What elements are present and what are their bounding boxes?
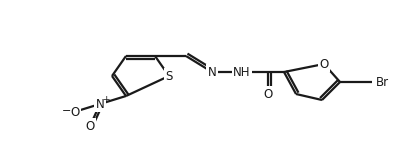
Text: +: +: [102, 95, 110, 103]
Text: NH: NH: [233, 66, 251, 78]
Text: O: O: [319, 58, 328, 70]
Text: Br: Br: [376, 75, 389, 89]
Text: −: −: [62, 106, 72, 116]
Text: O: O: [263, 87, 273, 100]
Text: N: N: [96, 98, 104, 111]
Text: O: O: [70, 106, 80, 119]
Text: S: S: [165, 70, 173, 82]
Text: N: N: [208, 66, 217, 78]
Text: O: O: [85, 119, 94, 132]
